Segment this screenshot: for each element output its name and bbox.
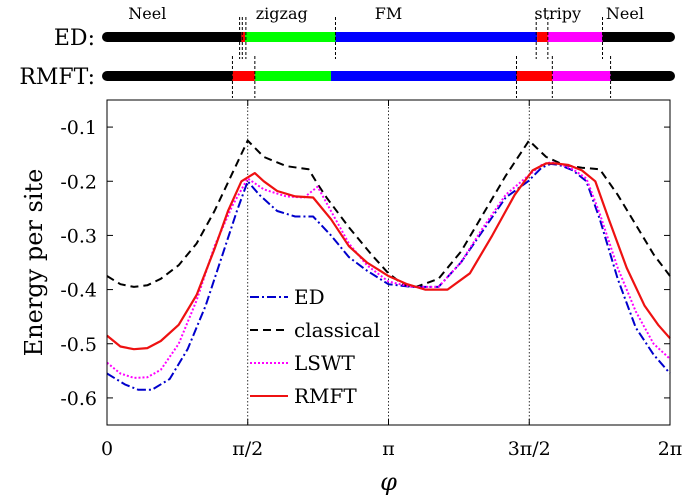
y-tick-label: -0.6 [60, 388, 97, 410]
y-axis-label: Energy per site [20, 169, 48, 357]
energy-plot: -0.1 -0.2 -0.3 -0.4 -0.5 -0.6 0 π/2 π 3π/2 2π φ Ener… [20, 99, 683, 496]
phase-label: Neel [606, 4, 644, 23]
phase-segment [331, 71, 517, 81]
phase-segment [335, 32, 538, 42]
series-line-ed [106, 162, 671, 391]
phase-segment [602, 32, 670, 42]
series-line-rmft [106, 162, 671, 351]
series-line-lswt [106, 161, 671, 379]
phase-segment [537, 32, 548, 42]
y-tick-label: -0.3 [60, 225, 97, 247]
x-tick-label: π/2 [232, 438, 263, 460]
x-axis-label: φ [380, 468, 397, 496]
phase-row-label: RMFT: [19, 65, 95, 90]
phase-label: FM [375, 4, 402, 23]
x-tick-label: 2π [658, 438, 683, 460]
x-tick-label: 0 [101, 438, 113, 460]
phase-segment [547, 32, 603, 42]
phase-segment [610, 71, 670, 81]
phase-label: stripy [534, 4, 581, 23]
x-tick-label: 3π/2 [508, 438, 551, 460]
phase-segment [107, 32, 242, 42]
legend-label: classical [294, 318, 380, 342]
phase-segment [254, 71, 332, 81]
phase-segment [516, 71, 553, 81]
legend-label: LSWT [294, 351, 356, 375]
legend-label: ED [294, 285, 325, 309]
phase-row-label: ED: [54, 26, 95, 51]
phase-segment [107, 71, 233, 81]
phase-label: zigzag [256, 4, 308, 23]
phase-segment [232, 71, 255, 81]
phase-segment [552, 71, 611, 81]
phase-segment [244, 32, 336, 42]
y-tick-label: -0.2 [60, 171, 97, 193]
x-tick-label: π [382, 438, 395, 460]
legend-label: RMFT [294, 384, 357, 408]
phase-segment [241, 32, 245, 42]
phase-label: Neel [128, 4, 166, 23]
y-tick-label: -0.5 [60, 334, 97, 356]
y-tick-label: -0.4 [60, 280, 97, 302]
y-tick-label: -0.1 [60, 117, 97, 139]
legend: ED classical LSWT RMFT [250, 285, 380, 408]
phase-diagram-bars: Neel zigzag FM stripy Neel ED: RMFT: [19, 4, 675, 98]
